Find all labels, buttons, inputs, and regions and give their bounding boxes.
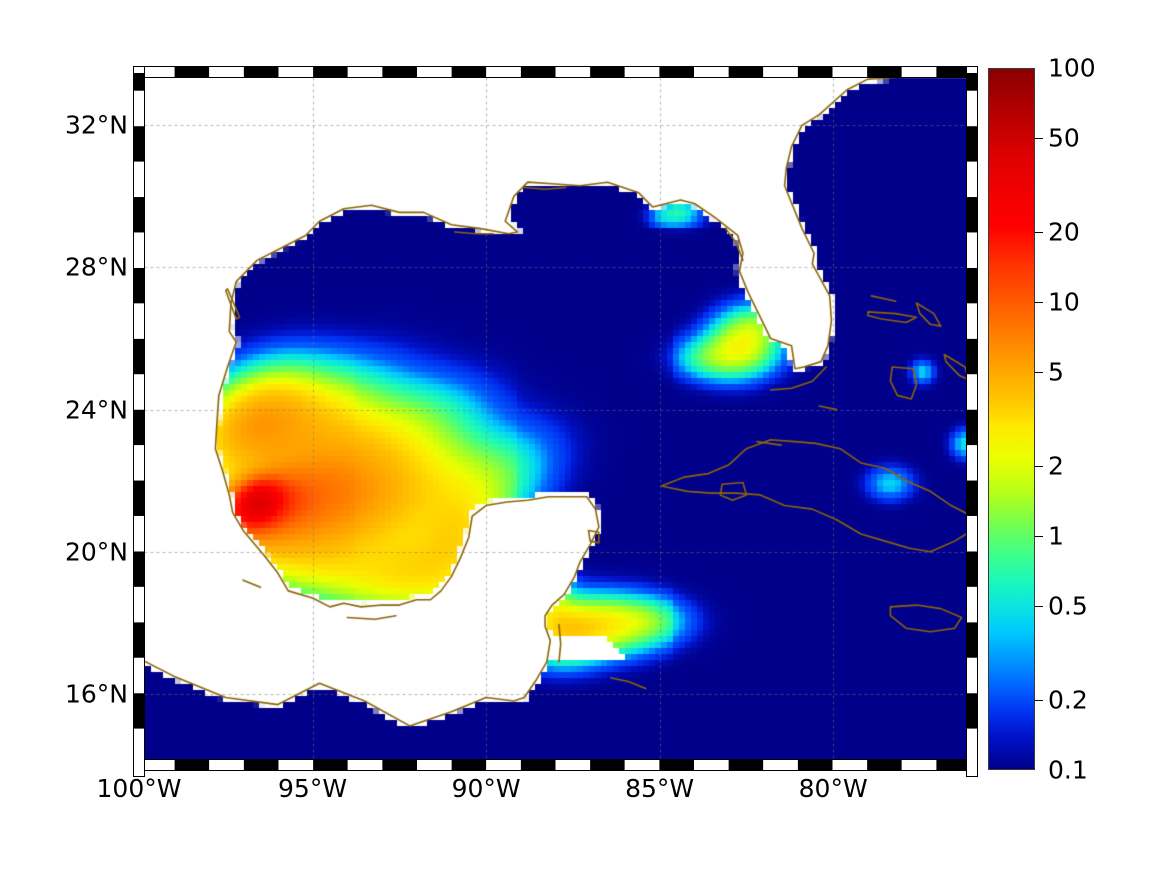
colorbar-tick-label-1: 50 — [1048, 123, 1080, 153]
y-tick-label-0: 32°N — [64, 110, 128, 140]
axis-tickbar-left — [133, 66, 145, 777]
colorbar-tick-7 — [1035, 606, 1043, 608]
y-tick-label-4: 16°N — [64, 679, 128, 709]
y-tick-label-3: 20°N — [64, 537, 128, 567]
colorbar-tick-label-7: 0.5 — [1048, 591, 1088, 621]
axis-tickbar-bottom — [133, 759, 978, 771]
colorbar-tick-8 — [1035, 699, 1043, 701]
x-tick-label-0: 100°W — [96, 774, 182, 803]
colorbar-tick-5 — [1035, 465, 1043, 467]
map-plot-area[interactable] — [139, 72, 972, 765]
x-tick-label-2: 90°W — [451, 774, 521, 803]
colorbar-tick-label-4: 5 — [1048, 357, 1064, 387]
colorbar-tick-6 — [1035, 536, 1043, 537]
colorbar[interactable]: 100 50 20 10 5 2 1 0.5 0.2 0.1 — [988, 56, 1096, 783]
y-tick-label-1: 28°N — [64, 252, 128, 282]
ocean-data-raster — [139, 72, 972, 765]
axis-tickbar-top — [133, 66, 978, 78]
colorbar-tick-2 — [1035, 231, 1043, 233]
colorbar-gradient — [988, 68, 1035, 770]
x-tick-label-1: 95°W — [278, 774, 348, 803]
colorbar-tick-4 — [1035, 372, 1043, 374]
colorbar-tick-label-9: 0.1 — [1048, 755, 1088, 785]
colorbar-tick-label-5: 2 — [1048, 451, 1064, 481]
y-tick-label-2: 24°N — [64, 395, 128, 425]
axis-tickbar-right — [966, 66, 978, 777]
colorbar-tick-label-2: 20 — [1048, 217, 1080, 247]
colorbar-tick-label-0: 100 — [1048, 53, 1096, 83]
colorbar-tick-label-8: 0.2 — [1048, 685, 1088, 715]
colorbar-tick-label-6: 1 — [1048, 521, 1064, 551]
colorbar-tick-label-3: 10 — [1048, 287, 1080, 317]
x-tick-label-4: 80°W — [798, 774, 868, 803]
colorbar-tick-1 — [1035, 138, 1043, 140]
colorbar-tick-3 — [1035, 302, 1043, 303]
x-tick-label-3: 85°W — [625, 774, 695, 803]
